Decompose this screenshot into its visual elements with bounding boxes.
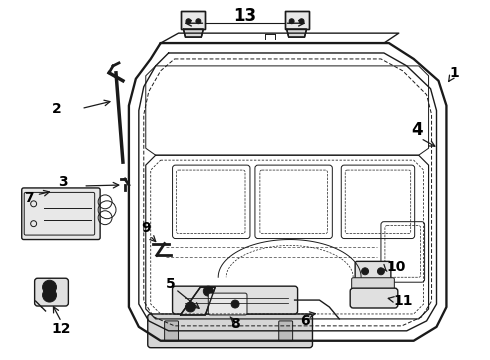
Text: 6: 6	[300, 314, 309, 328]
Text: 1: 1	[449, 66, 459, 80]
Circle shape	[43, 280, 56, 294]
Text: 4: 4	[411, 121, 422, 139]
Circle shape	[203, 286, 213, 296]
Text: 13: 13	[233, 7, 257, 25]
FancyBboxPatch shape	[148, 314, 313, 348]
FancyBboxPatch shape	[279, 321, 293, 341]
Circle shape	[186, 19, 191, 24]
FancyBboxPatch shape	[165, 321, 178, 341]
Text: 9: 9	[141, 221, 150, 235]
Circle shape	[188, 305, 193, 310]
Text: 10: 10	[387, 260, 406, 274]
Circle shape	[185, 302, 196, 312]
Circle shape	[43, 288, 56, 302]
Text: 2: 2	[51, 102, 61, 116]
Circle shape	[196, 19, 201, 24]
Text: 8: 8	[230, 317, 240, 331]
FancyBboxPatch shape	[355, 261, 391, 285]
FancyBboxPatch shape	[208, 293, 247, 315]
Circle shape	[299, 19, 304, 24]
Circle shape	[231, 300, 239, 308]
Text: 12: 12	[51, 322, 71, 336]
Circle shape	[289, 19, 294, 24]
Polygon shape	[287, 29, 307, 37]
Circle shape	[46, 284, 53, 291]
Circle shape	[377, 268, 385, 275]
FancyBboxPatch shape	[22, 188, 100, 239]
FancyBboxPatch shape	[35, 278, 69, 306]
Polygon shape	[285, 11, 309, 29]
Circle shape	[362, 268, 368, 275]
Circle shape	[206, 289, 211, 294]
Text: 11: 11	[394, 294, 414, 308]
Polygon shape	[180, 287, 215, 315]
FancyBboxPatch shape	[350, 288, 398, 308]
Polygon shape	[183, 29, 203, 37]
Text: 3: 3	[59, 175, 68, 189]
FancyBboxPatch shape	[172, 286, 297, 314]
Circle shape	[46, 292, 53, 298]
Polygon shape	[181, 11, 205, 29]
Text: 7: 7	[24, 191, 33, 205]
Text: 5: 5	[166, 277, 175, 291]
FancyBboxPatch shape	[352, 278, 394, 291]
